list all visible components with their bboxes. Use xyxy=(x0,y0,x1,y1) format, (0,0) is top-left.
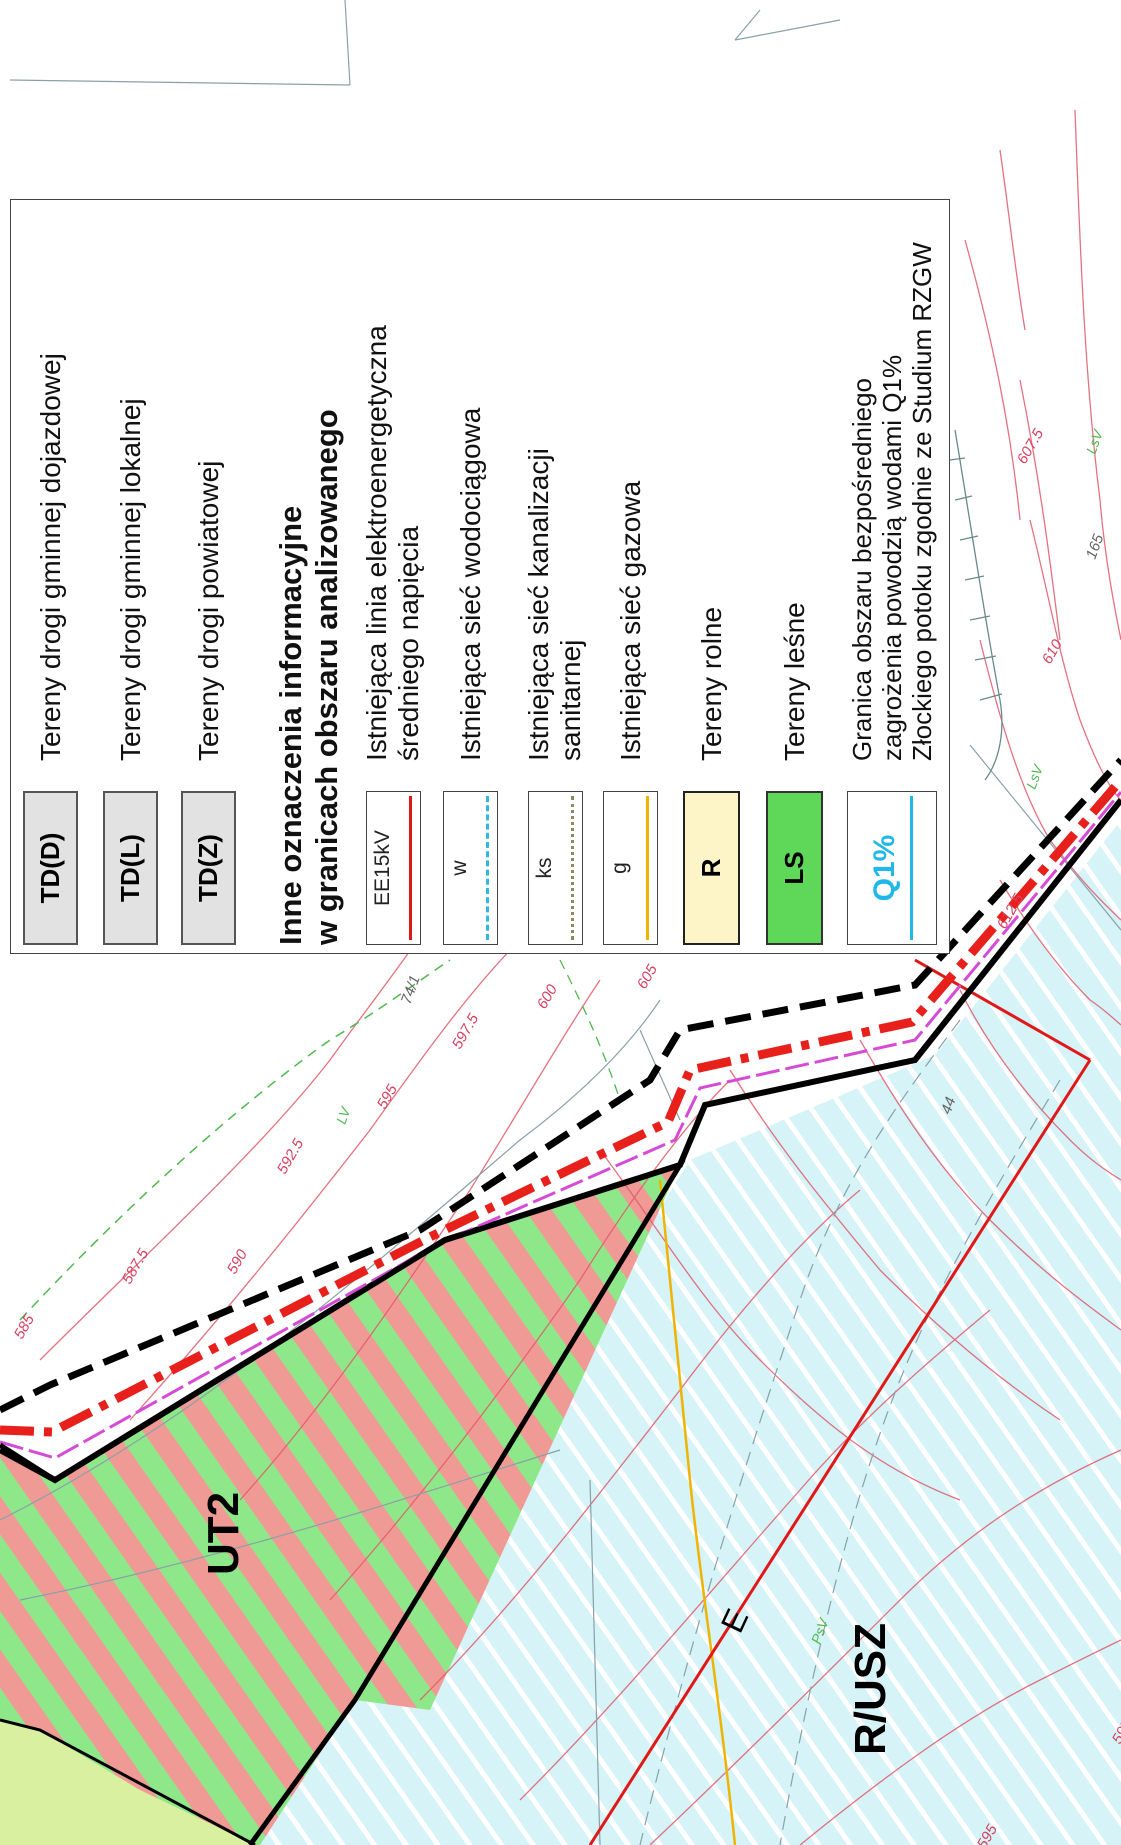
soil-class-label: LV xyxy=(333,1104,354,1126)
legend-code-gas: g xyxy=(608,862,631,874)
power-line-branch xyxy=(914,958,1091,1062)
green-dashed-boundary xyxy=(19,959,451,1321)
legend-swatch-sewer: ks xyxy=(527,791,583,945)
legend-row-sewer: ks Istniejąca sieć kanalizacji sanitarne… xyxy=(523,448,587,945)
legend-row-lesne: LS Tereny leśne xyxy=(766,602,823,945)
legend-code-sewer: ks xyxy=(532,857,556,879)
legend-text-lesne: Tereny leśne xyxy=(778,602,810,761)
legend-text-ee15kv: Istniejąca linia elektroenergetyczna śre… xyxy=(361,325,425,761)
ut2-zone-area xyxy=(0,1165,680,1845)
gas-line xyxy=(658,1179,737,1845)
legend-line-gas xyxy=(646,796,649,940)
legend-row-gas: g Istniejąca sieć gazowa xyxy=(603,481,658,945)
legend-text-flood-1: Granica obszaru bezpośredniego xyxy=(847,377,877,761)
power-line xyxy=(588,1059,1092,1845)
legend-swatch-lesne: LS xyxy=(766,791,823,945)
legend-swatch-gas: g xyxy=(603,791,658,945)
road-magenta-line xyxy=(0,791,1121,1460)
contour-lines xyxy=(39,109,1121,1845)
legend-line-water xyxy=(486,796,489,940)
legend-text-sewer-1: Istniejąca sieć kanalizacji xyxy=(523,448,554,761)
legend-swatch-td-z: TD(Z) xyxy=(181,791,236,945)
zone-label-rusz: R/USZ xyxy=(846,1623,895,1755)
legend-code-flood: Q1% xyxy=(868,834,901,902)
legend-swatch-water: w xyxy=(443,791,498,945)
legend-row-td-d: TD(D) Tereny drogi gminnej dojazdowej xyxy=(23,353,78,945)
legend-text-sewer: Istniejąca sieć kanalizacji sanitarnej xyxy=(523,448,587,761)
legend-code-ee15kv: EE15kV xyxy=(370,830,394,906)
green-dashed-boundary-2 xyxy=(559,959,621,1101)
agri-border xyxy=(0,1718,256,1845)
road-boundary-top xyxy=(0,757,1121,1414)
legend-line-power xyxy=(408,796,412,940)
ut2-zone-border xyxy=(0,1160,686,1845)
agri-patch-area xyxy=(0,1720,255,1845)
legend-text-flood: Granica obszaru bezpośredniego zagrożeni… xyxy=(847,242,937,761)
legend-code-water: w xyxy=(448,860,471,876)
legend-row-flood: Q1% Granica obszaru bezpośredniego zagro… xyxy=(847,242,937,945)
legend-row-rolne: R Tereny rolne xyxy=(683,607,740,945)
parcel-number: 44 xyxy=(938,1095,960,1116)
legend-swatch-td-d: TD(D) xyxy=(23,791,78,945)
legend-text-rolne: Tereny rolne xyxy=(695,606,727,761)
legend-text-td-l: Tereny drogi gminnej lokalnej xyxy=(114,398,146,761)
legend-text-td-z: Tereny drogi powiatowej xyxy=(192,460,224,761)
road-red-line xyxy=(0,777,1121,1437)
legend-heading-line1: Inne oznaczenia informacyjne xyxy=(273,505,308,945)
legend-row-td-z: TD(Z) Tereny drogi powiatowej xyxy=(181,461,236,945)
legend-text-water: Istniejąca sieć wodociągowa xyxy=(454,407,486,761)
legend-text-sewer-2: sanitarnej xyxy=(555,639,586,761)
legend-swatch-ee15kv: EE15kV xyxy=(365,791,421,945)
legend-heading-line2: w granicach obszaru analizowanego xyxy=(309,409,344,945)
legend-heading: Inne oznaczenia informacyjne w granicach… xyxy=(273,409,345,945)
legend-text-td-d: Tereny drogi gminnej dojazdowej xyxy=(34,353,66,761)
zone-label-ut2: UT2 xyxy=(199,1492,248,1575)
legend-line-flood xyxy=(910,796,913,940)
legend-row-td-l: TD(L) Tereny drogi gminnej lokalnej xyxy=(103,398,158,945)
legend-row-ee15kv: EE15kV Istniejąca linia elektroenergetyc… xyxy=(361,325,425,945)
legend-text-gas: Istniejąca sieć gazowa xyxy=(614,480,646,761)
legend-swatch-td-l: TD(L) xyxy=(103,791,158,945)
legend-text-ee15kv-2: średniego napięcia xyxy=(393,525,424,761)
legend-text-flood-3: Złockiego potoku zgodnie ze Studium RZGW xyxy=(907,242,937,761)
legend-line-sewer xyxy=(570,796,574,940)
legend-swatch-rolne: R xyxy=(683,791,740,945)
fence-ticks xyxy=(949,429,1003,781)
legend-text-flood-2: zagrożenia powodzią wodami Q1% xyxy=(877,354,907,761)
legend-swatch-flood: Q1% xyxy=(847,791,937,945)
legend-row-water: w Istniejąca sieć wodociągowa xyxy=(443,408,498,945)
map-legend: TD(D) Tereny drogi gminnej dojazdowej TD… xyxy=(10,199,950,954)
legend-text-ee15kv-1: Istniejąca linia elektroenergetyczna xyxy=(361,325,392,761)
